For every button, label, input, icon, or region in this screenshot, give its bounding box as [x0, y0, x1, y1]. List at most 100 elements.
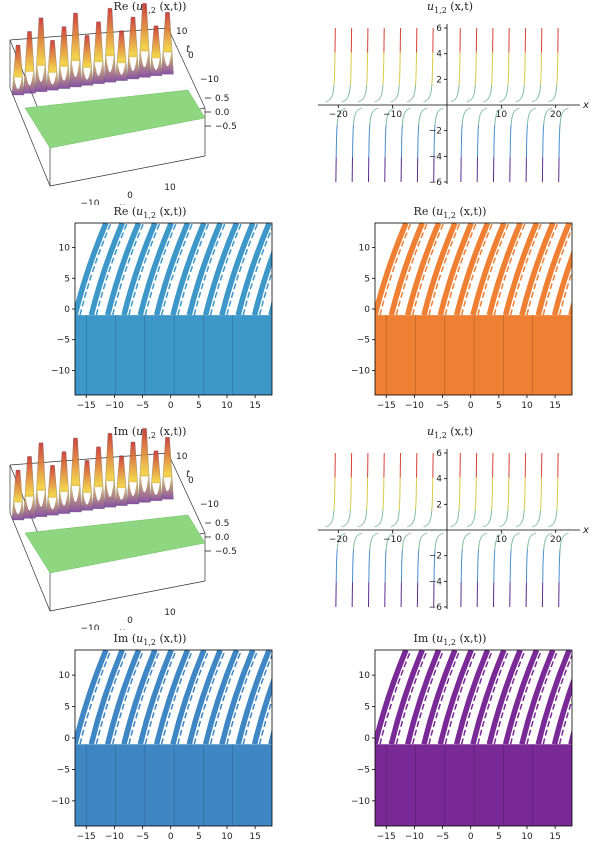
- stripe-pattern: [375, 650, 600, 745]
- x-tick-label: 10: [221, 832, 233, 842]
- stripe-fragment: [542, 653, 572, 745]
- line-plot-svg: −20 −10 10 20 −6 −4 −2 2 4 6 x: [318, 24, 589, 188]
- title-suffix: (x,t)): [455, 205, 487, 218]
- stripe: [121, 223, 158, 316]
- y-tick-label: −4: [429, 577, 443, 587]
- surface-trough: [71, 61, 80, 78]
- stripe: [587, 223, 600, 315]
- stripe-fragment: [493, 650, 526, 745]
- stripe-fragment: [226, 223, 259, 316]
- stripe-fragment: [276, 223, 300, 315]
- y-tick-label: 0: [64, 305, 70, 315]
- stripe: [251, 249, 272, 316]
- y-tick-label: −2: [429, 552, 442, 562]
- stripe: [587, 650, 600, 744]
- stripe-fragment: [509, 650, 543, 745]
- x-tick-label: 5: [496, 832, 502, 842]
- stripe-fragment: [576, 223, 600, 315]
- surface-trough: [82, 67, 92, 80]
- x-tick-label: −5: [436, 832, 449, 842]
- x-tick-label: 0: [127, 191, 133, 201]
- title-variable: u: [426, 425, 435, 438]
- pole-branch: [482, 27, 504, 183]
- stripe: [170, 650, 207, 745]
- pole-branch: [325, 452, 346, 608]
- stripe: [88, 650, 125, 745]
- z-tick-label: 0.0: [215, 108, 230, 118]
- pole-branch: [548, 452, 569, 608]
- stripe: [121, 650, 158, 745]
- stripe: [486, 223, 523, 316]
- stripe-fragment: [542, 226, 572, 316]
- stripe: [535, 650, 572, 745]
- t-tick-label: 10: [176, 452, 188, 462]
- title-suffix: (x,t)): [155, 425, 187, 438]
- z-tick-label: −0.5: [215, 122, 237, 132]
- surface-trough: [140, 476, 149, 493]
- y-tick-label: 10: [59, 244, 71, 254]
- stripe-fragment: [576, 650, 600, 744]
- stripe: [421, 223, 458, 316]
- x-tick-label: −15: [377, 401, 396, 411]
- stripe: [519, 223, 556, 316]
- stripe-fragment: [209, 650, 243, 745]
- y-tick-label: −6: [429, 603, 443, 613]
- surface-trough: [128, 57, 138, 72]
- y-tick-label: −6: [429, 178, 443, 188]
- stripe-pattern: [75, 223, 300, 316]
- x-tick-label: −15: [77, 832, 96, 842]
- x-tick-label: −5: [436, 401, 449, 411]
- stripe: [268, 728, 272, 745]
- stripe: [202, 223, 240, 316]
- x-tick-label: 20: [550, 110, 562, 120]
- stripe-fragment: [477, 223, 510, 316]
- x-tick-label: 5: [196, 832, 202, 842]
- title-subscript: 1,2: [143, 431, 156, 441]
- y-tick-label: −2: [429, 127, 442, 137]
- stripe-fragment: [558, 697, 572, 745]
- x-tick-label: −20: [329, 535, 348, 545]
- y-tick-label: −5: [357, 336, 370, 346]
- title-subscript: 1,2: [434, 6, 447, 16]
- title-prefix: Re (: [113, 205, 137, 218]
- surface-trough: [48, 497, 57, 510]
- stripe: [186, 223, 223, 316]
- pole-branch: [390, 452, 412, 608]
- y-tick-label: 2: [436, 75, 442, 85]
- pole-branch: [499, 27, 520, 183]
- pole-branch: [450, 27, 471, 183]
- y-tick-label: 0: [64, 734, 70, 744]
- flat-surface: [24, 514, 206, 574]
- title-subscript: 1,2: [143, 638, 156, 648]
- surface-trough: [36, 490, 46, 507]
- t-tick-label: −10: [200, 75, 219, 85]
- y-tick-label: 4: [436, 50, 442, 60]
- x-tick-label: −5: [136, 401, 149, 411]
- y-tick-label: 0: [364, 734, 370, 744]
- box-edge: [49, 155, 206, 187]
- x-tick-label: 10: [164, 183, 176, 193]
- box-edge: [9, 87, 51, 187]
- solid-region: [75, 744, 272, 826]
- title-suffix: (x,t): [446, 425, 474, 438]
- panel-u-line-plot-2: u1,2 (x,t) −20 −10 10 20 −6 −4 −2 2 4 6 x: [300, 425, 600, 630]
- x-tick-label: 10: [521, 832, 533, 842]
- stripe: [421, 650, 458, 745]
- title-prefix: Re (: [113, 0, 137, 13]
- stripe: [287, 223, 300, 315]
- surface-trough: [25, 71, 34, 86]
- title-variable: u: [136, 632, 144, 645]
- stripe-fragment: [95, 650, 128, 745]
- z-tick-label: 0.5: [215, 94, 229, 104]
- stripe-fragment: [209, 223, 243, 316]
- stripe: [88, 223, 125, 316]
- stripe: [268, 300, 272, 316]
- t-tick-label: 0: [188, 51, 194, 61]
- chart-title: u1,2 (x,t): [300, 425, 600, 440]
- x-tick-label: 20: [550, 535, 562, 545]
- x-tick-label: −10: [81, 199, 100, 205]
- surface-trough: [48, 72, 57, 85]
- stripe: [202, 650, 240, 745]
- solid-region: [75, 315, 272, 395]
- stripe-fragment: [258, 697, 272, 745]
